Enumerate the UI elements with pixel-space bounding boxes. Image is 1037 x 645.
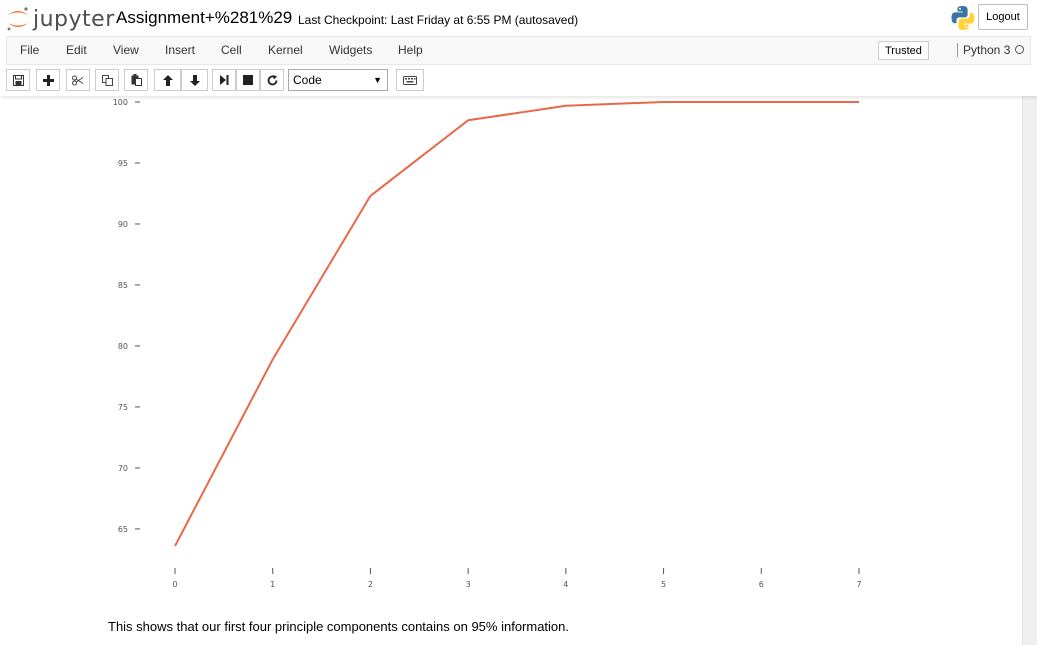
y-tick-label: 95 (118, 159, 128, 168)
cut-button[interactable] (66, 69, 90, 91)
notebook-header: jupyter Assignment+%281%29 Last Checkpoi… (0, 0, 1037, 96)
x-tick-label: 5 (661, 580, 666, 589)
interrupt-button[interactable] (236, 69, 260, 91)
copy-icon (101, 74, 113, 86)
restart-icon (267, 74, 277, 85)
run-button[interactable] (212, 69, 236, 91)
cell-type-value: Code (293, 73, 322, 87)
save-button[interactable] (6, 69, 30, 91)
save-icon (12, 74, 24, 86)
paste-button[interactable] (124, 69, 148, 91)
menu-view[interactable]: View (113, 43, 139, 57)
logout-button[interactable]: Logout (978, 4, 1028, 30)
vertical-scrollbar[interactable] (1022, 96, 1037, 645)
jupyter-logo-icon (7, 7, 28, 31)
menu-edit[interactable]: Edit (66, 43, 87, 57)
x-tick-label: 4 (563, 580, 568, 589)
menu-kernel[interactable]: Kernel (268, 43, 303, 57)
menu-insert[interactable]: Insert (165, 43, 196, 57)
jupyter-logo[interactable]: jupyter (6, 5, 115, 33)
x-tick-label: 1 (270, 580, 275, 589)
x-tick-label: 6 (759, 580, 764, 589)
menu-file[interactable]: File (20, 43, 40, 57)
y-axis: 65 70 75 80 85 90 95 100 (113, 98, 140, 534)
menu-cell[interactable]: Cell (221, 43, 242, 57)
menu-widgets[interactable]: Widgets (329, 43, 373, 57)
insert-cell-button[interactable] (36, 69, 60, 91)
checkpoint-status: Last Checkpoint: Last Friday at 6:55 PM … (298, 13, 579, 27)
y-tick-label: 80 (118, 342, 128, 351)
plot-area (174, 101, 859, 547)
plus-icon (42, 74, 54, 86)
logo-text: jupyter (33, 6, 115, 32)
copy-button[interactable] (95, 69, 119, 91)
kernel-idle-icon (1015, 45, 1024, 54)
trusted-badge[interactable]: Trusted (878, 41, 929, 60)
x-tick-label: 2 (368, 580, 373, 589)
menu-bar: File Edit View Insert Cell Kernel Widget… (6, 36, 1031, 65)
restart-button[interactable] (260, 69, 284, 91)
y-tick-label: 70 (118, 464, 128, 473)
y-tick-label: 90 (118, 220, 128, 229)
y-tick-label: 75 (118, 403, 128, 412)
run-icon (220, 75, 229, 85)
paste-icon (131, 74, 142, 86)
arrow-down-icon (189, 74, 200, 86)
y-tick-label: 85 (118, 281, 128, 290)
series-line (174, 101, 859, 547)
command-palette-button[interactable] (396, 69, 424, 91)
move-down-button[interactable] (181, 69, 208, 91)
keyboard-icon (403, 75, 417, 85)
x-tick-label: 0 (172, 580, 177, 589)
cell-type-select[interactable]: Code ▼ (288, 69, 388, 91)
menu-help[interactable]: Help (398, 43, 423, 57)
y-tick-label: 100 (113, 98, 128, 107)
pca-line-chart: 65 70 75 80 85 90 95 100 0 1 2 3 4 5 6 7 (113, 98, 862, 589)
x-axis: 0 1 2 3 4 5 6 7 (172, 568, 862, 589)
x-tick-label: 7 (856, 580, 861, 589)
y-tick-label: 65 (118, 525, 128, 534)
x-tick-label: 3 (466, 580, 471, 589)
caret-down-icon: ▼ (373, 75, 382, 85)
stop-icon (243, 75, 253, 85)
move-up-button[interactable] (154, 69, 181, 91)
kernel-name[interactable]: Python 3 (957, 43, 1010, 57)
notebook-name[interactable]: Assignment+%281%29 (116, 8, 293, 27)
output-text: This shows that our first four principle… (108, 619, 570, 634)
python-logo-icon (951, 6, 975, 30)
arrow-up-icon (162, 74, 173, 86)
cut-icon (72, 75, 84, 85)
